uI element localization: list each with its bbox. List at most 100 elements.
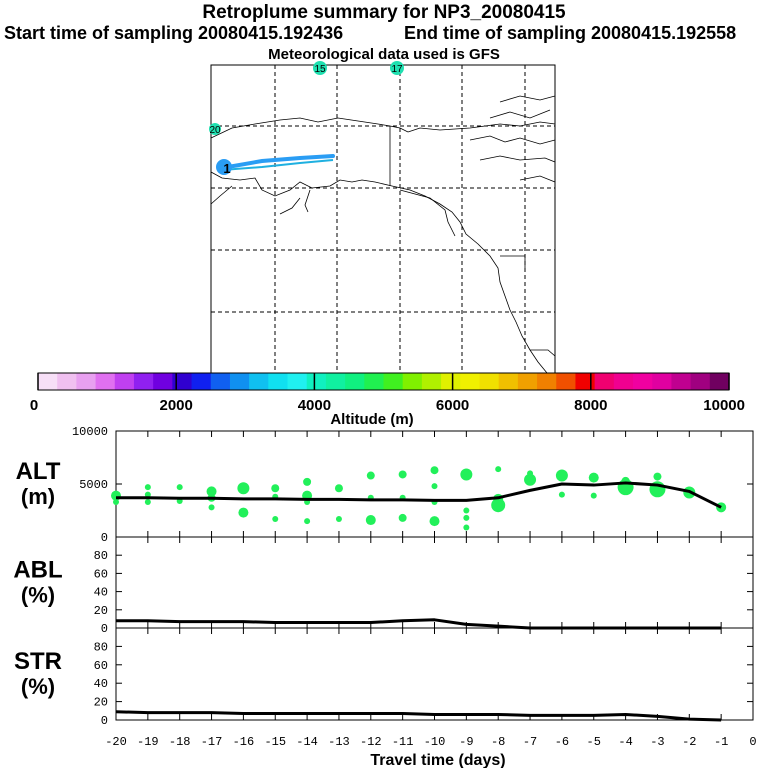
svg-text:15: 15: [314, 64, 326, 75]
y-tick-label: 60: [94, 567, 108, 581]
y-tick-label: 80: [94, 549, 108, 563]
colorbar-swatch: [306, 373, 327, 390]
altitude-point: [398, 513, 407, 522]
colorbar-label: Altitude (m): [330, 411, 413, 428]
colorbar-tick-label: 10000: [703, 397, 745, 414]
colorbar-swatch: [460, 373, 481, 390]
x-tick-label: -9: [459, 735, 473, 749]
x-tick-label: -15: [264, 735, 286, 749]
colorbar-swatch: [191, 373, 212, 390]
time-series-panels: 1000050000ALT(m)806040200ABL(%)806040200…: [13, 425, 756, 749]
colorbar-swatch: [709, 373, 730, 390]
colorbar-swatch: [249, 373, 269, 390]
colorbar-swatch: [671, 373, 692, 390]
altitude-point: [524, 473, 537, 486]
x-tick-label: -7: [523, 735, 537, 749]
colorbar-swatch: [690, 373, 711, 390]
colorbar-swatch: [556, 373, 577, 390]
altitude-point: [365, 515, 376, 526]
y-tick-label: 60: [94, 659, 108, 673]
day-marker-20: 20: [209, 123, 221, 136]
altitude-point: [176, 484, 183, 491]
release-marker: 1: [216, 159, 232, 176]
altitude-point: [144, 491, 151, 498]
altitude-point: [144, 499, 151, 506]
x-tick-label: -16: [233, 735, 255, 749]
chart-title: Retroplume summary for NP3_20080415: [202, 2, 566, 23]
y-tick-label: 5000: [79, 478, 108, 492]
x-tick-label: -3: [650, 735, 664, 749]
colorbar-swatch: [652, 373, 673, 390]
colorbar-swatch: [479, 373, 500, 390]
x-tick-label: -4: [618, 735, 632, 749]
altitude-point: [366, 471, 375, 480]
x-axis-label: Travel time (days): [370, 752, 505, 768]
panel-unit-str: (%): [21, 674, 55, 699]
colorbar-swatch: [153, 373, 173, 390]
altitude-point: [271, 484, 280, 493]
altitude-point: [335, 515, 342, 522]
altitude-point: [463, 514, 470, 521]
panel-frame-abl: [115, 536, 754, 629]
x-tick-label: -20: [105, 735, 127, 749]
svg-text:20: 20: [209, 125, 221, 136]
altitude-point: [334, 484, 343, 493]
x-tick-label: 0: [749, 735, 756, 749]
colorbar-swatch: [172, 373, 193, 390]
x-tick-label: -13: [328, 735, 350, 749]
x-tick-label: -12: [360, 735, 382, 749]
altitude-point: [653, 472, 662, 481]
start-time: Start time of sampling 20080415.192436: [4, 23, 344, 43]
x-tick-label: -17: [201, 735, 223, 749]
colorbar-swatch: [613, 373, 634, 390]
panel-label-abl: ABL: [13, 557, 62, 584]
colorbar-swatch: [594, 373, 615, 390]
altitude-point: [304, 518, 311, 525]
retroplume-track-edge: [221, 159, 334, 171]
altitude-point: [430, 466, 439, 475]
panel-unit-alt: (m): [21, 484, 55, 509]
colorbar-swatch: [38, 373, 58, 390]
panel-unit-abl: (%): [21, 583, 55, 608]
altitude-point: [272, 515, 279, 522]
series-line-abl: [116, 618, 722, 630]
altitude-point: [144, 484, 151, 491]
end-time: End time of sampling 20080415.192558: [404, 23, 737, 43]
x-tick-label: -6: [555, 735, 569, 749]
colorbar-swatch: [325, 373, 346, 390]
panel-frame-str: [115, 627, 754, 721]
day-marker-15: 15: [313, 61, 327, 75]
altitude-point: [398, 470, 407, 479]
x-tick-label: -18: [169, 735, 191, 749]
panel-label-alt: ALT: [16, 458, 61, 485]
y-tick-label: 20: [94, 696, 108, 710]
colorbar-swatch: [114, 373, 135, 390]
panel-label-str: STR: [14, 648, 62, 675]
colorbar-swatch: [441, 373, 461, 390]
colorbar-swatch: [133, 373, 154, 390]
colorbar-swatch: [287, 373, 308, 390]
altitude-point: [460, 468, 473, 481]
day-marker-17: 17: [390, 61, 404, 75]
x-tick-label: -8: [491, 735, 505, 749]
altitude-point: [206, 486, 217, 497]
colorbar-tick-label: 6000: [436, 397, 469, 414]
series-line-alt: [116, 481, 722, 509]
x-tick-label: -14: [296, 735, 318, 749]
y-tick-label: 0: [101, 714, 108, 728]
altitude-colorbar: 0 2000 4000 6000 8000 10000: [30, 372, 745, 414]
altitude-point: [495, 466, 502, 473]
map-frame: [210, 64, 556, 374]
coastline: [210, 95, 556, 374]
altitude-point: [555, 469, 568, 482]
svg-text:1: 1: [223, 161, 230, 176]
altitude-point: [238, 507, 249, 518]
svg-text:17: 17: [391, 64, 403, 75]
colorbar-swatch: [57, 373, 77, 390]
y-tick-label: 80: [94, 640, 108, 654]
y-tick-label: 20: [94, 604, 108, 618]
altitude-point: [303, 477, 312, 486]
altitude-point: [491, 498, 506, 513]
y-tick-label: 10000: [72, 425, 108, 439]
